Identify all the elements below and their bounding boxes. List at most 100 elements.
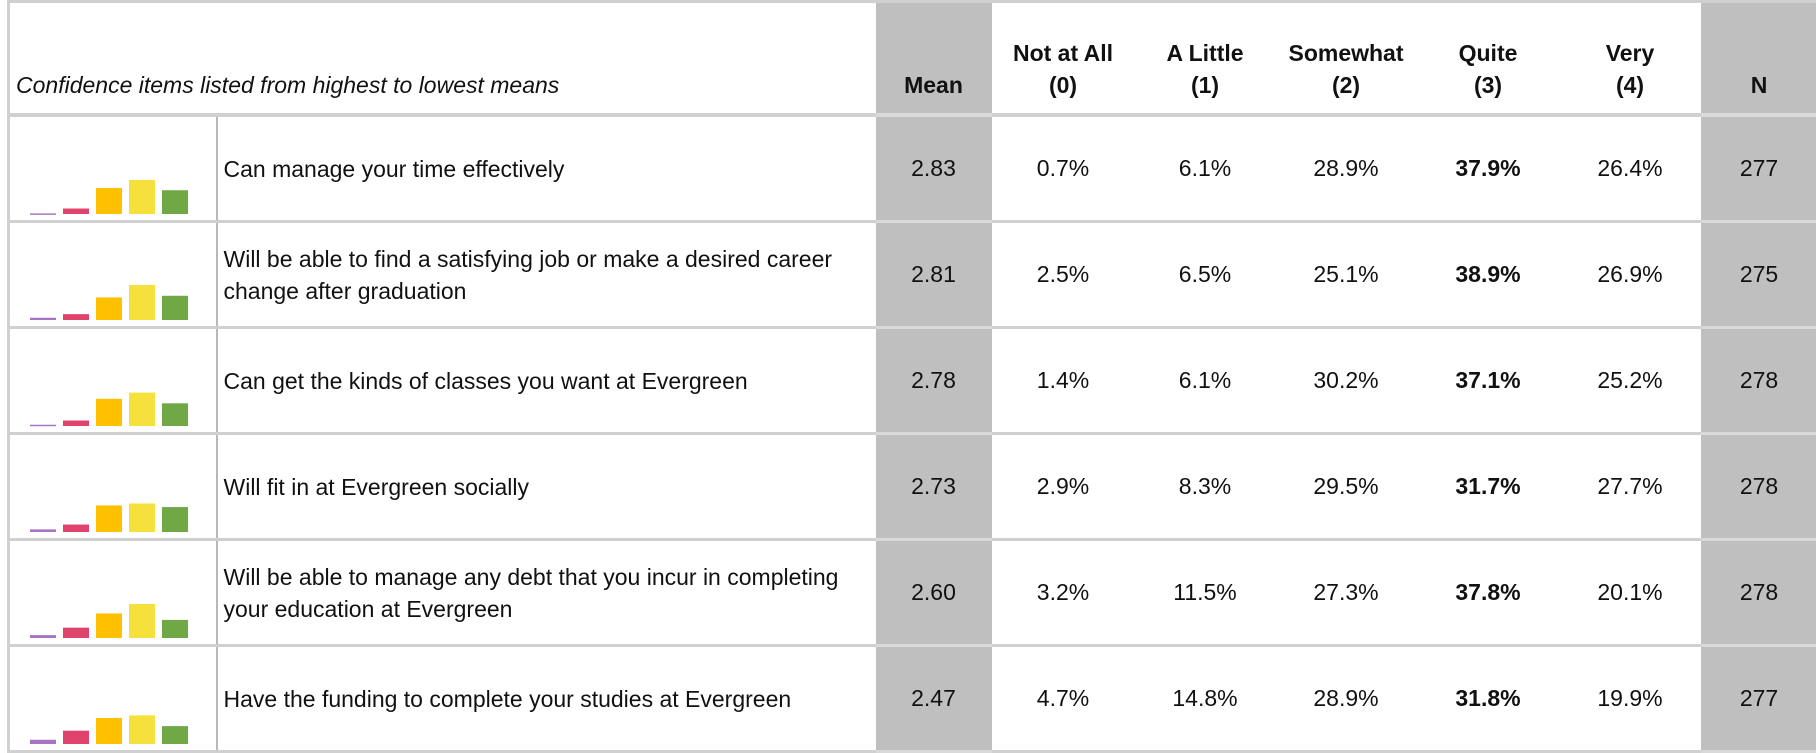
n-cell: 278 (1701, 434, 1816, 540)
percent-cell: 38.9% (1417, 222, 1560, 328)
percent-cell: 37.8% (1417, 540, 1560, 646)
percent-cell: 25.1% (1276, 222, 1417, 328)
column-code: (2) (1332, 72, 1360, 98)
sparkline-bar (63, 209, 89, 214)
table-row: Will be able to manage any debt that you… (9, 540, 1816, 646)
percent-cell: 37.9% (1417, 115, 1560, 222)
column-code: (4) (1616, 72, 1644, 98)
column-code: (0) (1049, 72, 1077, 98)
percent-cell: 6.1% (1135, 328, 1276, 434)
n-cell: 278 (1701, 540, 1816, 646)
percent-cell: 27.3% (1276, 540, 1417, 646)
sparkline-bar (96, 188, 122, 214)
percent-cell: 20.1% (1560, 540, 1701, 646)
sparkline (10, 332, 210, 432)
table-row: Will be able to find a satisfying job or… (9, 222, 1816, 328)
sparkline-bar (63, 314, 89, 320)
sparkline-bar (129, 285, 155, 320)
percent-cell: 29.5% (1276, 434, 1417, 540)
sparkline-bar (96, 297, 122, 320)
percent-cell: 31.7% (1417, 434, 1560, 540)
column-header: Very (4) (1560, 2, 1701, 116)
n-cell: 277 (1701, 115, 1816, 222)
sparkline-bar (129, 180, 155, 214)
column-label: Mean (904, 72, 963, 98)
sparkline-bar (96, 718, 122, 744)
item-text: Can manage your time effectively (217, 115, 876, 222)
sparkline-bar (63, 421, 89, 426)
sparkline-bar (30, 740, 56, 744)
percent-cell: 8.3% (1135, 434, 1276, 540)
sparkline (10, 544, 210, 644)
percent-cell: 6.5% (1135, 222, 1276, 328)
percent-cell: 28.9% (1276, 115, 1417, 222)
mean-cell: 2.60 (876, 540, 992, 646)
sparkline-bar (162, 620, 188, 638)
sparkline-bar (96, 613, 122, 638)
percent-cell: 27.7% (1560, 434, 1701, 540)
sparkline-cell (9, 222, 217, 328)
mean-cell: 2.81 (876, 222, 992, 328)
percent-cell: 30.2% (1276, 328, 1417, 434)
column-code: (1) (1191, 72, 1219, 98)
sparkline-cell (9, 434, 217, 540)
column-header: Quite (3) (1417, 2, 1560, 116)
percent-cell: 11.5% (1135, 540, 1276, 646)
column-label: Not at All (1013, 40, 1113, 66)
mean-cell: 2.83 (876, 115, 992, 222)
sparkline-bar (162, 726, 188, 744)
column-header: N (1701, 2, 1816, 116)
sparkline-bar (30, 529, 56, 532)
sparkline-bar (162, 507, 188, 532)
column-label: Very (1606, 40, 1655, 66)
sparkline-cell (9, 328, 217, 434)
table-title: Confidence items listed from highest to … (9, 2, 876, 116)
sparkline-bar (30, 635, 56, 638)
sparkline-bar (129, 715, 155, 744)
percent-cell: 0.7% (992, 115, 1135, 222)
sparkline (10, 120, 210, 220)
percent-cell: 37.1% (1417, 328, 1560, 434)
percent-cell: 6.1% (1135, 115, 1276, 222)
sparkline-bar (30, 425, 56, 427)
column-label: N (1751, 72, 1768, 98)
sparkline-bar (162, 403, 188, 426)
table-row: Can get the kinds of classes you want at… (9, 328, 1816, 434)
percent-cell: 26.4% (1560, 115, 1701, 222)
column-header: A Little (1) (1135, 2, 1276, 116)
n-cell: 278 (1701, 328, 1816, 434)
sparkline-bar (63, 525, 89, 532)
sparkline-bar (63, 628, 89, 638)
sparkline-cell (9, 115, 217, 222)
column-header: Somewhat(2) (1276, 2, 1417, 116)
sparkline-bar (30, 318, 56, 320)
page: {"header": {"title": "Confidence items l… (0, 0, 1816, 736)
percent-cell: 1.4% (992, 328, 1135, 434)
column-code: (3) (1474, 72, 1502, 98)
sparkline (10, 226, 210, 326)
sparkline-bar (96, 399, 122, 426)
sparkline (10, 438, 210, 538)
header-row: Confidence items listed from highest to … (9, 2, 1816, 116)
percent-cell: 3.2% (992, 540, 1135, 646)
column-header: Mean (876, 2, 992, 116)
confidence-table: Confidence items listed from highest to … (7, 0, 1816, 753)
item-text: Can get the kinds of classes you want at… (217, 328, 876, 434)
sparkline-bar (129, 604, 155, 638)
sparkline-bar (129, 393, 155, 426)
sparkline-bar (129, 503, 155, 532)
percent-cell: 2.9% (992, 434, 1135, 540)
item-text: Will fit in at Evergreen socially (217, 434, 876, 540)
sparkline-bar (63, 731, 89, 744)
sparkline-bar (162, 190, 188, 214)
sparkline-bar (96, 505, 122, 532)
sparkline-bar (30, 213, 56, 215)
n-cell: 275 (1701, 222, 1816, 328)
item-text: Will be able to find a satisfying job or… (217, 222, 876, 328)
mean-cell: 2.73 (876, 434, 992, 540)
column-header: Not at All (0) (992, 2, 1135, 116)
column-label: Quite (1459, 40, 1518, 66)
column-label: A Little (1166, 40, 1243, 66)
